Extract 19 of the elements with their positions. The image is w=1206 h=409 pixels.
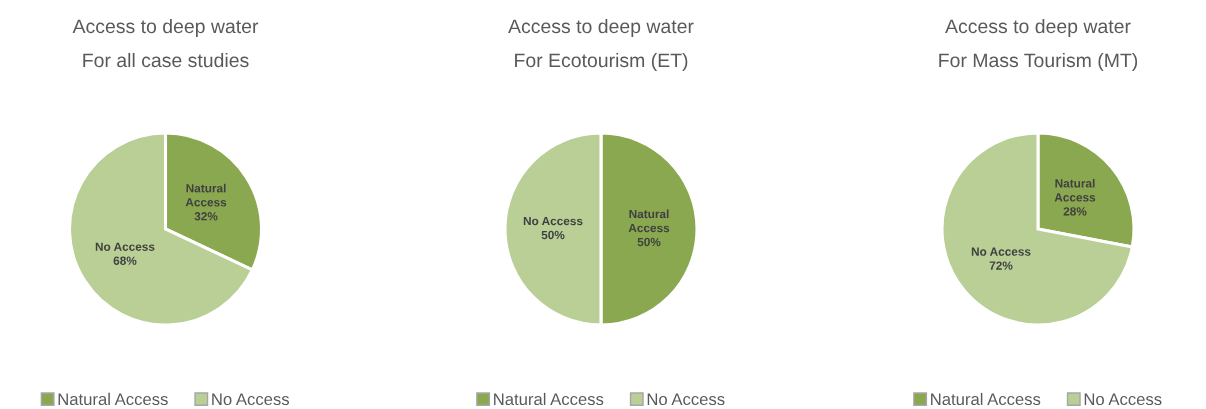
data-label: No Access 72%: [971, 247, 1031, 270]
data-label: No Access 50%: [523, 216, 583, 240]
legend-label: Natural Access: [931, 392, 1041, 406]
data-label: Natural Access 32%: [185, 183, 227, 221]
chart-title: Access to deep water: [945, 18, 1131, 38]
chart-title: Access to deep water: [508, 18, 694, 38]
data-label: Natural Access 50%: [628, 209, 670, 247]
legend-label: No Access: [647, 393, 725, 406]
chart-title: Access to deep water: [72, 18, 259, 38]
data-label: No Access 68%: [95, 242, 155, 265]
pie-slice: [940, 131, 1134, 327]
legend-label: Natural Access: [494, 392, 604, 406]
legend-label: No Access: [1084, 393, 1162, 406]
legend-label: Natural Access: [58, 392, 168, 406]
chart-subtitle: For Ecotourism (ET): [515, 52, 688, 72]
chart-subtitle: For all case studies: [83, 52, 249, 68]
data-label: Natural Access 28%: [1054, 178, 1096, 216]
chart-subtitle: For Mass Tourism (MT): [939, 52, 1138, 72]
legend-label: No Access: [212, 393, 290, 406]
